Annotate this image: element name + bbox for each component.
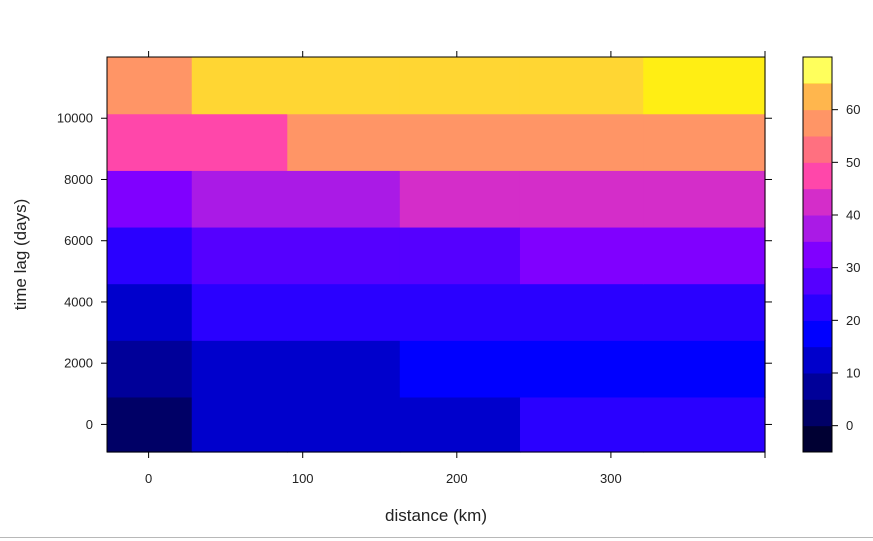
heatmap-cells [107, 57, 766, 453]
heatmap-cell [519, 340, 644, 398]
heatmap-cell [519, 170, 644, 228]
colorbar-tick-label: 20 [846, 313, 860, 328]
heatmap-cell [519, 57, 644, 115]
colorbar-band [803, 294, 832, 321]
heatmap-cell [107, 396, 193, 453]
heatmap-cell [519, 226, 644, 285]
y-tick-label: 10000 [57, 111, 93, 126]
heatmap-cell [107, 57, 193, 115]
bottom-divider [0, 537, 873, 538]
colorbar-band [803, 346, 832, 374]
colorbar-band [803, 83, 832, 111]
colorbar-band [803, 373, 832, 400]
heatmap-cell [191, 113, 288, 171]
colorbar-band [803, 162, 832, 190]
heatmap-cell [643, 170, 766, 228]
colorbar-tick-label: 30 [846, 260, 860, 275]
colorbar-band [803, 399, 832, 427]
colorbar-band [803, 267, 832, 295]
heatmap-cell [643, 226, 766, 285]
colorbar-frame [802, 56, 833, 453]
heatmap-cell [643, 396, 766, 453]
heatmap-cell [107, 113, 193, 171]
heatmap-cell [519, 113, 644, 171]
colorbar-tick-label: 50 [846, 155, 860, 170]
heatmap-cell [519, 396, 644, 453]
colorbar-band [803, 425, 832, 453]
plot-frame [106, 56, 766, 453]
y-tick-label: 0 [86, 417, 93, 432]
heatmap-cell [643, 113, 766, 171]
y-axis-ticks: 0 2000 4000 6000 8000 10000 [57, 111, 772, 432]
colorbar: 0 10 20 30 40 50 60 [802, 56, 860, 453]
heatmap-cell [191, 283, 288, 341]
heatmap-cell [107, 170, 193, 228]
colorbar-tick-label: 0 [846, 418, 853, 433]
x-axis-ticks: 0 100 200 300 [145, 51, 766, 486]
heatmap-cell [287, 170, 401, 228]
heatmap-cell [399, 283, 521, 341]
heatmap-cell [399, 113, 521, 171]
heatmap-cell [191, 170, 288, 228]
heatmap-cell [107, 340, 193, 398]
x-tick-label: 300 [600, 471, 622, 486]
x-tick-label: 200 [446, 471, 468, 486]
heatmap-cell [191, 226, 288, 285]
y-tick-label: 6000 [64, 233, 93, 248]
x-tick-label: 100 [292, 471, 314, 486]
heatmap-cell [287, 340, 401, 398]
x-axis-label: distance (km) [385, 506, 487, 525]
y-tick-label: 2000 [64, 356, 93, 371]
heatmap-cell [287, 283, 401, 341]
x-tick-label: 0 [145, 471, 152, 486]
heatmap-cell [287, 113, 401, 171]
y-tick-label: 8000 [64, 172, 93, 187]
colorbar-tick-label: 10 [846, 366, 860, 381]
colorbar-tick-label: 40 [846, 208, 860, 223]
heatmap-cell [191, 340, 288, 398]
heatmap-cell [643, 57, 766, 115]
colorbar-band [803, 109, 832, 137]
heatmap-cell [399, 396, 521, 453]
heatmap-cell [643, 283, 766, 341]
heatmap-cell [643, 340, 766, 398]
colorbar-band [803, 136, 832, 163]
heatmap-cell [287, 57, 401, 115]
heatmap-cell [107, 283, 193, 341]
colorbar-band [803, 215, 832, 242]
heatmap-cell [287, 226, 401, 285]
colorbar-band [803, 57, 832, 84]
colorbar-band [803, 320, 832, 348]
heatmap-cell [399, 226, 521, 285]
heatmap-cell [287, 396, 401, 453]
colorbar-band [803, 241, 832, 269]
heatmap-cell [191, 57, 288, 115]
colorbar-tick-label: 60 [846, 102, 860, 117]
heatmap-cell [519, 283, 644, 341]
colorbar-band [803, 188, 832, 216]
heatmap-cell [399, 57, 521, 115]
heatmap-cell [107, 226, 193, 285]
y-axis-label: time lag (days) [11, 199, 30, 310]
heatmap-cell [399, 170, 521, 228]
y-tick-label: 4000 [64, 294, 93, 309]
heatmap-cell [191, 396, 288, 453]
heatmap-cell [399, 340, 521, 398]
